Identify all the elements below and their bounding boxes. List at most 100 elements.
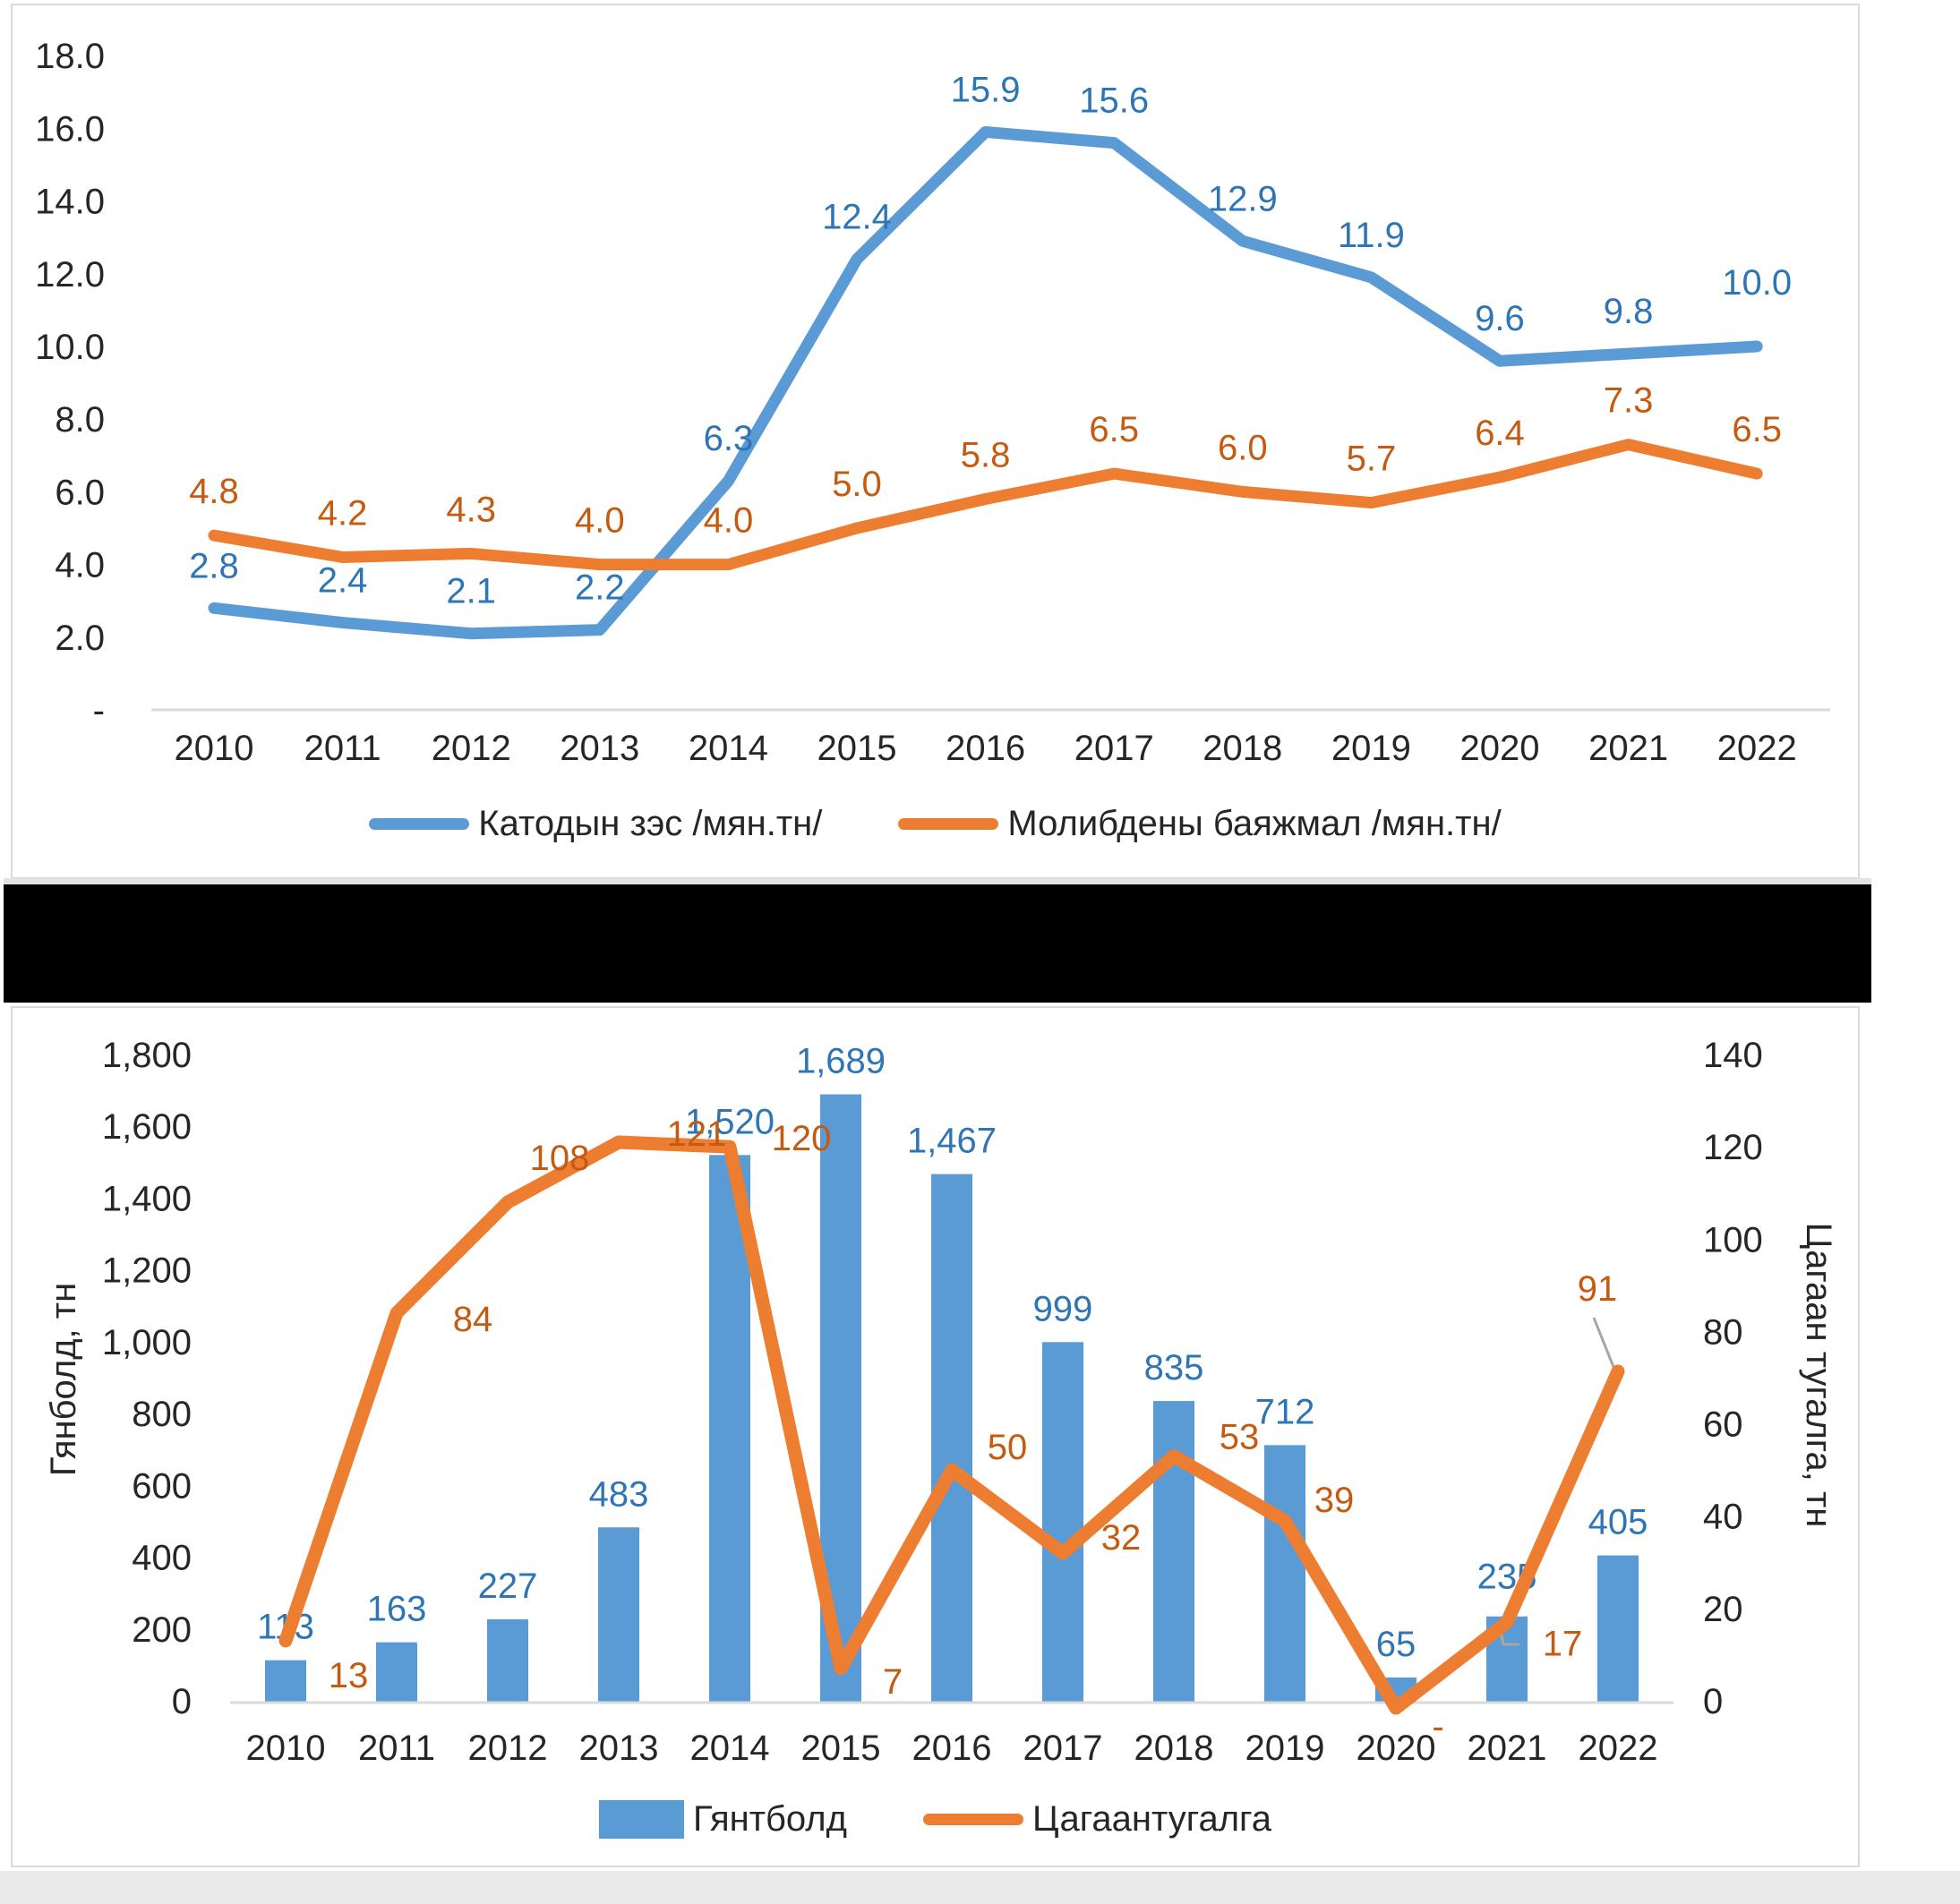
data-label: 1,689: [796, 1042, 886, 1081]
data-label: 4.2: [318, 493, 368, 533]
left-tick-label: 1,000: [102, 1323, 192, 1362]
data-label: 163: [367, 1590, 427, 1629]
molybdenum-line-series: [208, 439, 1763, 571]
data-label: 2.8: [189, 546, 239, 585]
data-label: 5.0: [832, 465, 882, 504]
x-tick-label: 2020: [1460, 729, 1540, 768]
right-tick-label: 120: [1703, 1128, 1763, 1167]
data-label: -: [1432, 1707, 1443, 1746]
data-label: 405: [1588, 1503, 1648, 1542]
tin-data-labels: 13 84 108 121 120 7 50 32 53 39 - 17 91: [329, 1114, 1618, 1746]
y-tick-label: -: [93, 691, 105, 730]
data-label: 5.8: [961, 436, 1011, 475]
data-label: 2.4: [318, 561, 368, 601]
data-label: 53: [1220, 1418, 1260, 1457]
x-tick-label: 2016: [912, 1729, 992, 1768]
x-tick-label: 2016: [946, 729, 1025, 768]
bar: [598, 1527, 639, 1703]
x-tick-label: 2017: [1074, 729, 1154, 768]
data-label: 17: [1543, 1624, 1583, 1663]
right-tick-label: 140: [1703, 1036, 1763, 1075]
molybdenum-data-labels: 4.8 4.2 4.3 4.0 4.0 5.0 5.8 6.5 6.0 5.7 6.4 7.3 6.5: [189, 381, 1782, 541]
x-tick-label: 2014: [690, 1729, 770, 1768]
bar: [1042, 1342, 1083, 1703]
bar: [931, 1174, 972, 1703]
data-label: 7: [883, 1662, 903, 1702]
left-tick-label: 1,200: [102, 1251, 192, 1291]
left-tick-label: 1,400: [102, 1179, 192, 1218]
x-tick-label: 2022: [1579, 1729, 1658, 1768]
copper-line-series: [208, 125, 1763, 640]
bar: [1597, 1555, 1639, 1703]
tungsten-bar-series: [265, 1094, 1639, 1703]
x-tick-label: 2011: [358, 1729, 435, 1768]
x-tick-label: 2012: [432, 729, 511, 768]
bottom-chart-card: 1,800 1,600 1,400 1,200 1,000 800 600 400 200 0 14…: [11, 1006, 1860, 1867]
right-tick-label: 100: [1703, 1220, 1763, 1259]
data-label: 999: [1033, 1289, 1093, 1328]
top-line-chart: 18.016.014.012.010.08.06.04.02.0-2010 201…: [35, 37, 1830, 768]
y-tick-label: 10.0: [35, 328, 105, 367]
data-label: 39: [1314, 1481, 1355, 1520]
y-tick-label: 4.0: [55, 546, 105, 585]
data-label: 12.4: [822, 198, 892, 237]
x-tick-label: 2015: [817, 729, 897, 768]
data-label: 13: [329, 1656, 369, 1695]
legend-label-copper: Катодын зэс /мян.тн/: [478, 804, 823, 843]
x-tick-label: 2015: [801, 1729, 881, 1768]
data-label: 91: [1578, 1269, 1618, 1309]
bar: [1264, 1445, 1305, 1703]
divider-gap: [4, 878, 1871, 884]
data-label: 6.3: [704, 419, 754, 458]
data-label: 2.2: [575, 568, 625, 608]
bottom-right-axis: 140 120 100 80 60 40 20 0: [1703, 1036, 1763, 1721]
x-tick-label: 2019: [1331, 729, 1411, 768]
x-tick-label: 2017: [1023, 1729, 1103, 1768]
x-tick-label: 2012: [468, 1729, 548, 1768]
legend-label-molybdenum: Молибдены баяжмал /мян.тн/: [1007, 804, 1502, 843]
legend-item-tungsten: Гянтболд: [598, 1799, 847, 1840]
top-y-axis: 18.0 16.0 14.0 12.0 10.0 8.0 6.0 4.0 2.0 -: [35, 37, 105, 730]
data-label: 835: [1144, 1348, 1204, 1387]
data-label: 15.6: [1079, 81, 1149, 121]
tungsten-data-labels: 113 1632274831,5201,6891,4679998357126523…: [257, 1042, 1648, 1664]
top-x-axis: 2010 2011 2012 2013 2014 2015 2016 2017 2018 2019…: [175, 729, 1797, 768]
legend-item-molybdenum: Молибдены баяжмал /мян.тн/: [898, 804, 1502, 844]
data-label: 1,467: [907, 1122, 997, 1161]
bar: [1153, 1401, 1194, 1703]
data-label: 227: [478, 1567, 538, 1606]
legend-item-copper: Катодын зэс /мян.тн/: [369, 804, 822, 844]
bar: [709, 1155, 750, 1703]
x-tick-label: 2021: [1468, 1729, 1547, 1768]
redacted-title-bar: [4, 884, 1871, 1003]
data-label: 108: [530, 1139, 590, 1178]
bottom-chart-legend: Гянтболд Цагаантугалга: [13, 1799, 1858, 1840]
data-label: 10.0: [1722, 263, 1792, 303]
x-tick-label: 2010: [175, 729, 254, 768]
left-axis-title: Гянболд, тн: [44, 1283, 83, 1476]
x-tick-label: 2018: [1203, 729, 1282, 768]
left-tick-label: 400: [132, 1539, 192, 1578]
legend-label-tin: Цагаантугалга: [1031, 1799, 1272, 1839]
molybdenum-line-swatch: [898, 818, 999, 830]
y-tick-label: 12.0: [35, 255, 105, 295]
tin-line-swatch: [922, 1814, 1023, 1825]
left-tick-label: 1,600: [102, 1107, 192, 1147]
data-label: 4.8: [189, 472, 239, 511]
x-tick-label: 2011: [304, 729, 381, 768]
data-label: 4.0: [575, 501, 625, 541]
y-tick-label: 16.0: [35, 109, 105, 149]
x-tick-label: 2021: [1588, 729, 1668, 768]
copper-line-swatch: [369, 818, 470, 830]
copper-data-labels: 2.8 2.4 2.1 2.2 6.3 12.4 15.9 15.6 12.9 11.9 9.6 9.…: [189, 70, 1792, 610]
data-label: 50: [988, 1428, 1028, 1467]
data-label: 15.9: [951, 70, 1021, 109]
data-label: 11.9: [1338, 216, 1405, 255]
x-tick-label: 2010: [246, 1729, 326, 1768]
data-label: 483: [589, 1474, 649, 1514]
top-chart-legend: Катодын зэс /мян.тн/ Молибдены баяжмал /…: [13, 804, 1858, 844]
tungsten-bar-swatch: [598, 1800, 684, 1839]
data-label: 12.9: [1208, 179, 1278, 218]
data-label: 120: [772, 1119, 832, 1158]
data-label: 4.0: [704, 501, 754, 541]
